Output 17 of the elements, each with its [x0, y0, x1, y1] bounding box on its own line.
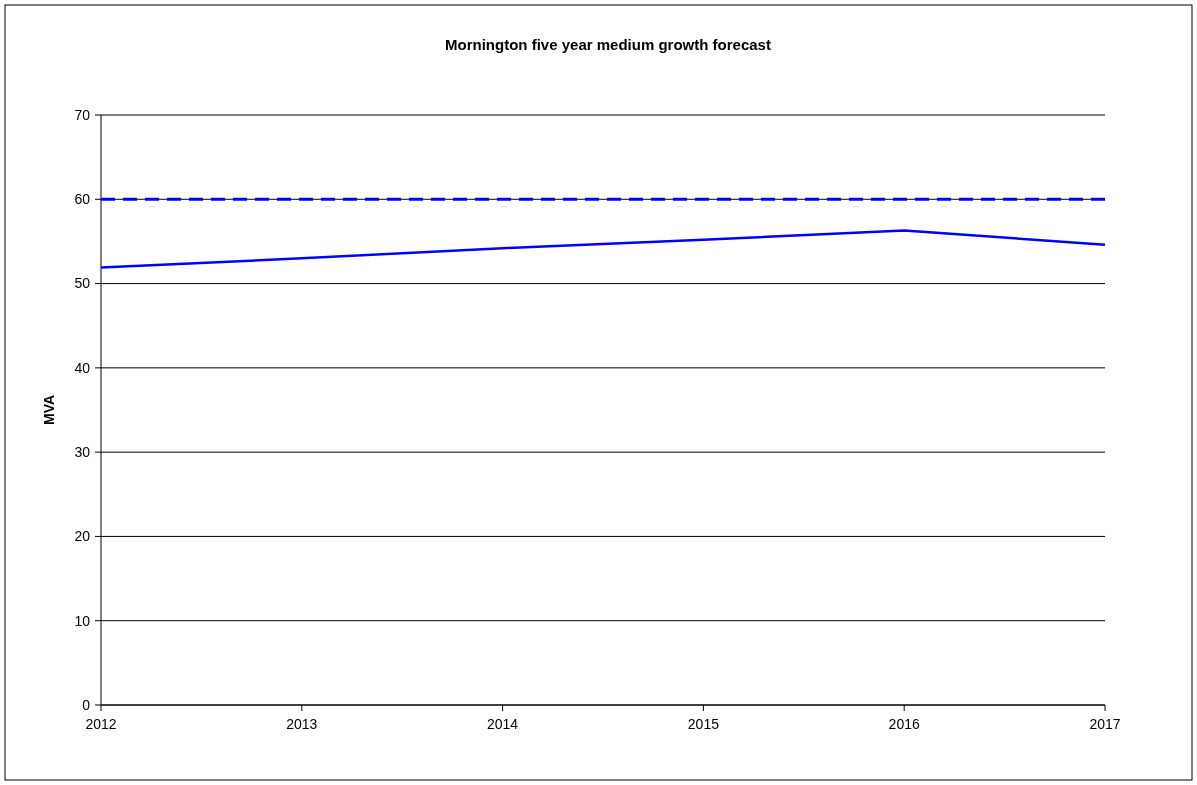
x-tick-label: 2012: [85, 716, 117, 732]
y-tick-label: 40: [74, 359, 91, 376]
x-tick-label: 2014: [487, 716, 519, 732]
chart-title: Mornington five year medium growth forecast: [445, 36, 771, 53]
x-tick-label: 2015: [687, 716, 720, 732]
y-axis-title: MVA: [41, 394, 57, 426]
x-tick-label: 2017: [1089, 716, 1121, 732]
y-tick-label: 10: [74, 612, 91, 629]
y-tick-label: 20: [74, 528, 91, 545]
line-series: [99, 229, 1107, 269]
y-tick-label: 60: [74, 191, 91, 208]
y-tick-label: 70: [74, 106, 91, 123]
y-tick-label: 0: [82, 696, 91, 713]
y-tick-label: 50: [74, 275, 91, 292]
x-tick-label: 2013: [286, 716, 318, 732]
y-tick-label: 30: [74, 444, 91, 461]
x-tick-label: 2016: [888, 716, 920, 732]
